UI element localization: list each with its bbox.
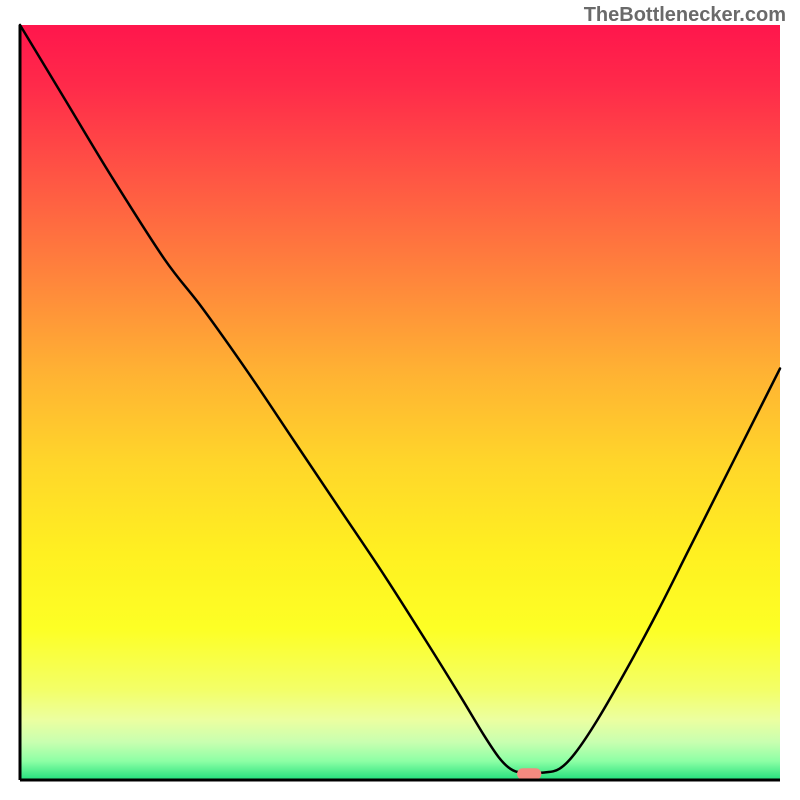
gradient-background xyxy=(20,25,780,780)
chart-container: { "watermark": { "text": "TheBottlenecke… xyxy=(0,0,800,800)
bottleneck-curve-chart xyxy=(0,0,800,800)
optimum-marker xyxy=(517,768,541,779)
watermark-text: TheBottlenecker.com xyxy=(584,4,786,27)
plot-area xyxy=(0,0,800,800)
